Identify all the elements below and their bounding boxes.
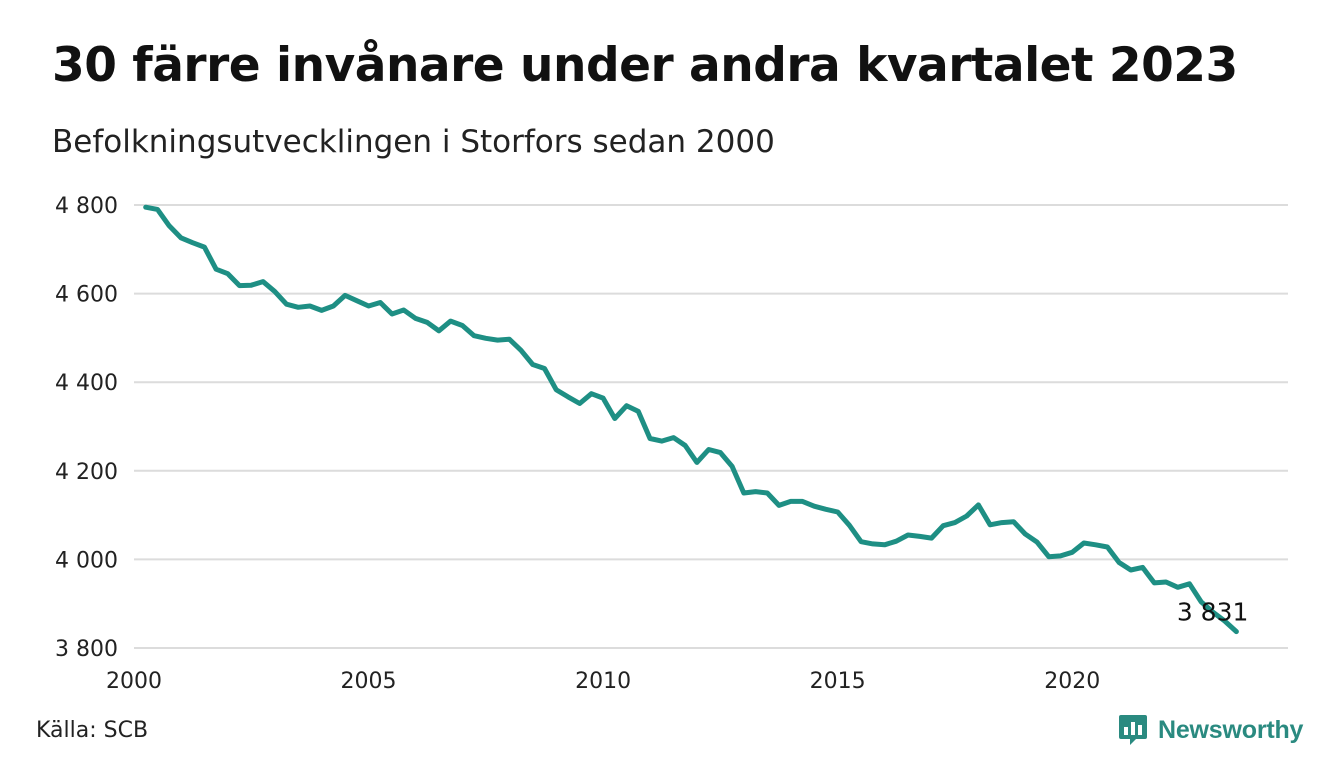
grid-lines xyxy=(134,204,1288,649)
series-layer xyxy=(143,204,1239,635)
brand-name: Newsworthy xyxy=(1158,715,1304,744)
bar-chart-speech-bubble-icon xyxy=(1119,715,1147,745)
y-tick-label: 4 400 xyxy=(55,371,118,396)
x-tick-label: 2000 xyxy=(106,669,162,694)
y-tick-label: 4 600 xyxy=(55,283,118,308)
series-line xyxy=(143,204,1239,635)
y-tick-label: 4 000 xyxy=(55,548,118,573)
y-tick-label: 4 800 xyxy=(55,194,118,219)
last-value-label: 3 831 xyxy=(1177,597,1249,626)
brand-logo: Newsworthy xyxy=(1118,713,1303,747)
x-axis-ticks: 2000 2005 2010 2015 2020 xyxy=(106,669,1100,694)
x-tick-label: 2010 xyxy=(575,669,631,694)
annotation-layer: 3 831 xyxy=(1177,597,1249,626)
x-tick-label: 2020 xyxy=(1044,669,1100,694)
y-axis-ticks: 3 800 4 000 4 200 4 400 4 600 4 800 xyxy=(55,194,118,662)
source-note: Källa: SCB xyxy=(36,718,149,743)
chart-subtitle: Befolkningsutvecklingen i Storfors sedan… xyxy=(52,124,775,160)
y-tick-label: 4 200 xyxy=(55,460,118,485)
x-tick-label: 2015 xyxy=(810,669,866,694)
y-tick-label: 3 800 xyxy=(55,637,118,662)
x-tick-label: 2005 xyxy=(341,669,397,694)
chart-title: 30 färre invånare under andra kvartalet … xyxy=(52,38,1238,93)
